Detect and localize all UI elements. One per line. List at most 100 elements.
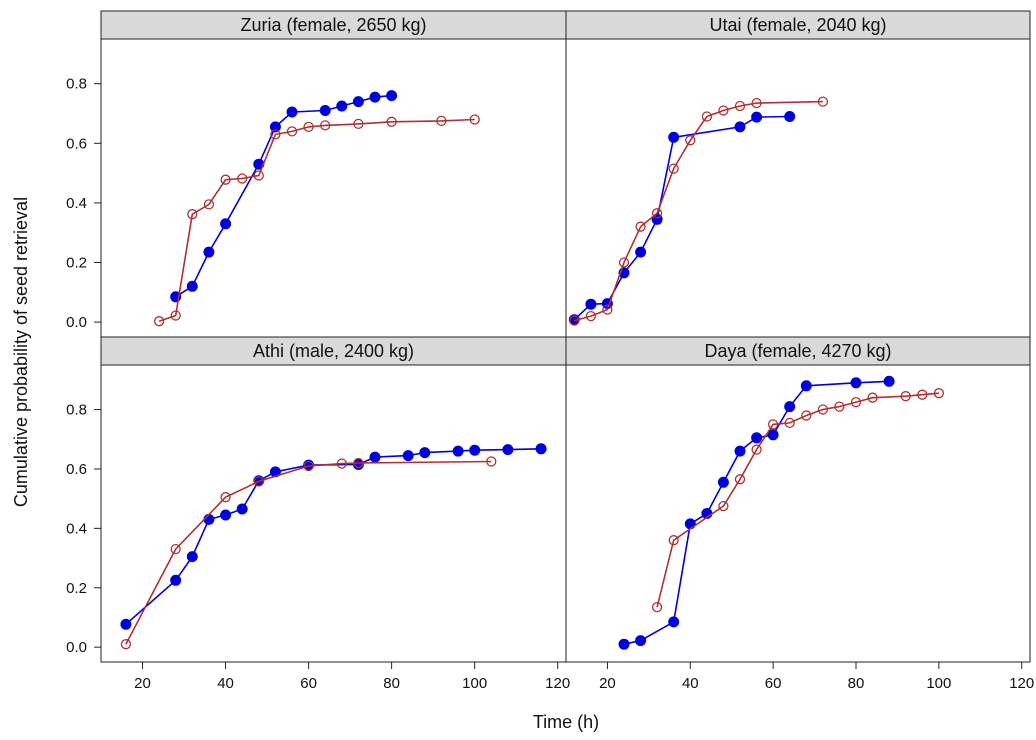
data-point: [585, 310, 597, 322]
data-point: [203, 513, 215, 525]
data-point: [834, 401, 845, 412]
data-point: [734, 121, 746, 133]
x-tick-label: 40: [682, 675, 699, 692]
data-point: [269, 121, 281, 133]
series-line-1: [158, 118, 475, 322]
data-point: [353, 118, 364, 130]
y-tick-label: 0.8: [66, 402, 87, 419]
y-tick-label: 0.4: [66, 195, 87, 212]
x-tick-label: 80: [383, 675, 400, 692]
panel-frame: [565, 38, 1031, 338]
data-point: [718, 105, 729, 116]
series-line-1: [125, 460, 492, 645]
data-point: [203, 199, 215, 210]
panel-2: Athi (male, 2400 kg): [100, 336, 567, 663]
panel-strip: [100, 10, 567, 40]
data-point: [336, 458, 347, 469]
y-tick-label: 0.6: [66, 135, 87, 152]
data-point: [319, 105, 331, 116]
panel-strip: [565, 336, 1031, 366]
data-point: [767, 419, 779, 430]
data-point: [386, 116, 397, 127]
data-point: [668, 616, 680, 628]
data-point: [718, 500, 729, 512]
y-tick-label: 0.0: [66, 639, 87, 656]
data-point: [270, 129, 281, 140]
data-point: [717, 476, 729, 488]
y-tick-label: 0.8: [66, 76, 87, 93]
data-point: [685, 135, 696, 146]
data-point: [784, 111, 796, 122]
y-axis-title: Cumulative probability of seed retrieval: [11, 197, 31, 507]
y-tick-label: 0.2: [66, 255, 87, 272]
data-point: [618, 638, 630, 650]
data-point: [817, 404, 829, 415]
panel-title: Athi (male, 2400 kg): [253, 341, 414, 361]
data-point: [253, 170, 264, 181]
panel-frame: [565, 364, 1031, 663]
data-point: [651, 601, 663, 613]
data-point: [436, 115, 447, 127]
data-point: [668, 535, 679, 546]
x-tick-label: 60: [765, 675, 782, 692]
data-point: [618, 257, 630, 268]
data-point: [120, 618, 132, 630]
panel-0: Zuria (female, 2650 kg): [100, 10, 567, 338]
data-point: [220, 174, 231, 185]
panel-strip: [565, 10, 1031, 40]
data-point: [220, 218, 232, 230]
data-point: [220, 509, 232, 521]
data-point: [767, 429, 779, 441]
data-point: [286, 126, 298, 137]
data-point: [386, 90, 398, 102]
x-tick-label: 80: [848, 675, 865, 692]
y-tick-label: 0.6: [66, 461, 87, 478]
data-point: [220, 492, 231, 503]
data-point: [651, 208, 663, 219]
data-point: [635, 635, 647, 647]
data-point: [469, 114, 480, 125]
data-point: [734, 100, 746, 112]
data-point: [187, 209, 198, 220]
data-point: [336, 100, 348, 112]
data-point: [286, 106, 298, 118]
data-point: [170, 310, 181, 321]
data-point: [800, 380, 812, 392]
data-point: [701, 111, 713, 122]
data-point: [668, 131, 680, 143]
data-point: [850, 377, 862, 389]
x-tick-label: 100: [926, 675, 951, 692]
data-point: [120, 639, 132, 650]
panel-1: Utai (female, 2040 kg): [565, 10, 1031, 338]
x-tick-label: 120: [1009, 675, 1034, 692]
data-point: [170, 543, 181, 555]
series-line-0: [175, 94, 392, 298]
data-point: [452, 445, 464, 457]
data-point: [419, 447, 431, 459]
panel-title: Zuria (female, 2650 kg): [240, 15, 426, 35]
data-point: [817, 96, 829, 107]
data-point: [237, 173, 248, 184]
data-point: [203, 246, 215, 258]
data-point: [320, 120, 331, 131]
data-point: [585, 298, 597, 310]
series-line-0: [623, 380, 890, 645]
x-tick-label: 100: [462, 675, 487, 692]
x-tick-label: 20: [134, 675, 151, 692]
panel-3: Daya (female, 4270 kg): [565, 336, 1031, 663]
data-point: [369, 91, 381, 103]
data-point: [784, 417, 795, 429]
y-tick-label: 0.4: [66, 520, 87, 537]
panel-strip: [100, 336, 567, 366]
data-point: [684, 518, 696, 530]
panels-layer: Zuria (female, 2650 kg) Utai (female, 204…: [100, 10, 1031, 663]
y-tick-label: 0.2: [66, 580, 87, 597]
x-tick-label: 40: [217, 675, 234, 692]
data-point: [569, 315, 580, 326]
data-point: [801, 410, 812, 421]
data-point: [353, 457, 364, 469]
data-point: [751, 444, 762, 455]
x-tick-label: 60: [300, 675, 317, 692]
data-point: [502, 444, 514, 456]
series-line-1: [574, 100, 823, 322]
